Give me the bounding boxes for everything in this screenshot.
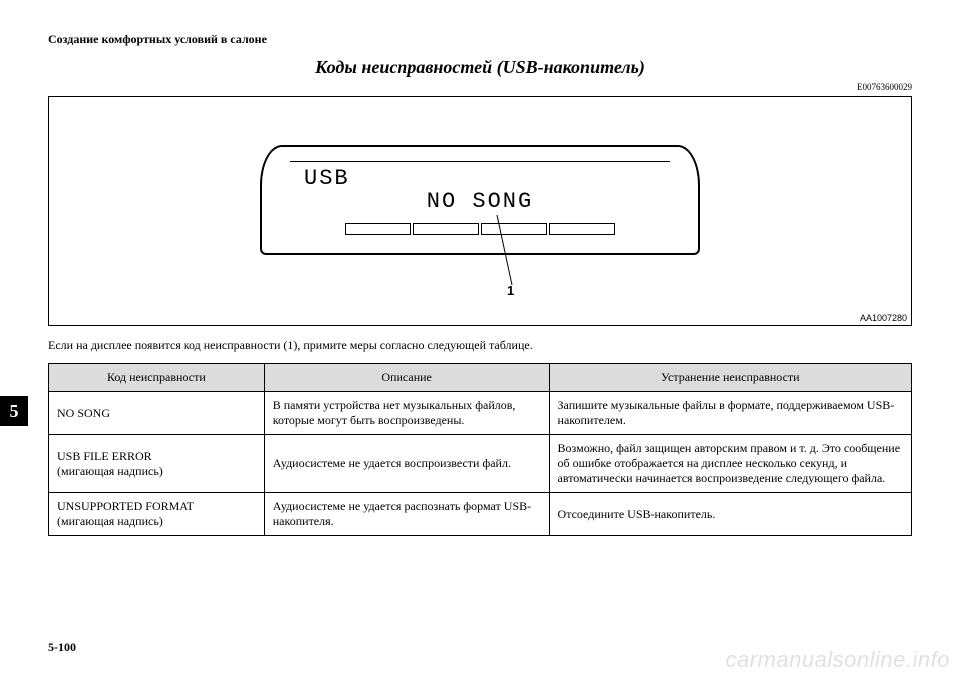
chapter-tab: 5 <box>0 396 28 426</box>
table-row: UNSUPPORTED FORMAT(мигающая надпись) Ауд… <box>49 493 912 536</box>
document-code: E00763600029 <box>48 82 912 92</box>
cell-fix: Возможно, файл защищен авторским правом … <box>549 435 911 493</box>
slot <box>413 223 479 235</box>
table-header-desc: Описание <box>264 364 549 392</box>
watermark: carmanualsonline.info <box>725 647 950 673</box>
lcd-text-line-1: USB <box>290 166 670 191</box>
cell-code: USB FILE ERROR(мигающая надпись) <box>49 435 265 493</box>
cell-desc: Аудиосистеме не удается распознать форма… <box>264 493 549 536</box>
figure-container: USB NO SONG 1 AA1007280 <box>48 96 912 326</box>
cell-code: NO SONG <box>49 392 265 435</box>
slot <box>481 223 547 235</box>
cell-desc: Аудиосистеме не удается воспроизвести фа… <box>264 435 549 493</box>
slot <box>549 223 615 235</box>
slot <box>345 223 411 235</box>
button-slots <box>345 223 615 235</box>
display-screen: USB NO SONG <box>290 161 670 214</box>
display-unit-illustration: USB NO SONG <box>260 145 700 255</box>
intro-paragraph: Если на дисплее появится код неисправнос… <box>48 338 912 353</box>
fault-codes-table: Код неисправности Описание Устранение не… <box>48 363 912 536</box>
table-row: USB FILE ERROR(мигающая надпись) Аудиоси… <box>49 435 912 493</box>
lcd-text-line-2: NO SONG <box>290 189 670 214</box>
page-number: 5-100 <box>48 640 76 655</box>
table-header-row: Код неисправности Описание Устранение не… <box>49 364 912 392</box>
cell-fix: Отсоедините USB-накопитель. <box>549 493 911 536</box>
page-title: Коды неисправностей (USB-накопитель) <box>48 57 912 78</box>
figure-code: AA1007280 <box>860 313 907 323</box>
cell-desc: В памяти устройства нет музыкальных файл… <box>264 392 549 435</box>
section-header: Создание комфортных условий в салоне <box>48 32 912 47</box>
callout-label-1: 1 <box>507 283 514 298</box>
cell-code: UNSUPPORTED FORMAT(мигающая надпись) <box>49 493 265 536</box>
table-header-fix: Устранение неисправности <box>549 364 911 392</box>
table-header-code: Код неисправности <box>49 364 265 392</box>
cell-fix: Запишите музыкальные файлы в формате, по… <box>549 392 911 435</box>
table-row: NO SONG В памяти устройства нет музыкаль… <box>49 392 912 435</box>
